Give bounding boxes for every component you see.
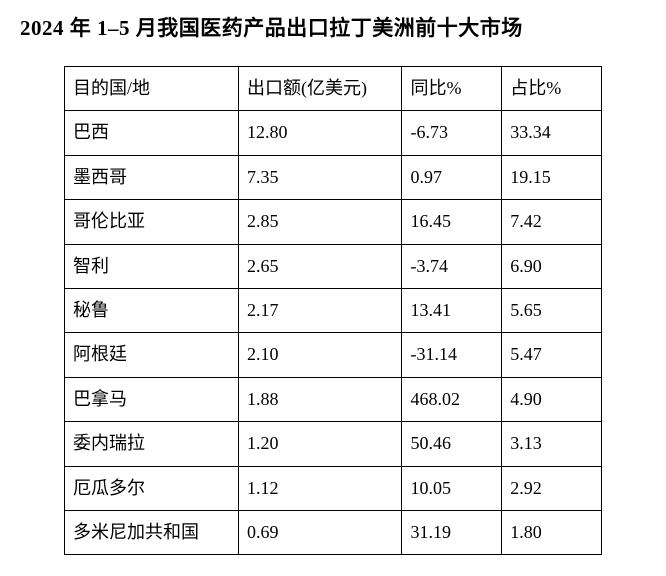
cell-export-value: 12.80 [239,111,402,155]
table-row: 哥伦比亚2.8516.457.42 [65,200,602,244]
cell-share: 4.90 [502,377,602,421]
cell-share: 5.47 [502,333,602,377]
cell-share: 3.13 [502,422,602,466]
cell-share: 19.15 [502,155,602,199]
export-table: 目的国/地 出口额(亿美元) 同比% 占比% 巴西12.80-6.7333.34… [64,66,602,555]
cell-country: 委内瑞拉 [65,422,239,466]
cell-export-value: 2.85 [239,200,402,244]
cell-share: 2.92 [502,466,602,510]
cell-share: 6.90 [502,244,602,288]
cell-share: 1.80 [502,510,602,554]
cell-export-value: 0.69 [239,510,402,554]
table-body: 巴西12.80-6.7333.34墨西哥7.350.9719.15哥伦比亚2.8… [65,111,602,555]
cell-export-value: 1.20 [239,422,402,466]
table-header-row: 目的国/地 出口额(亿美元) 同比% 占比% [65,67,602,111]
cell-country: 巴西 [65,111,239,155]
cell-yoy: -3.74 [402,244,502,288]
cell-share: 7.42 [502,200,602,244]
cell-share: 5.65 [502,288,602,332]
cell-export-value: 2.10 [239,333,402,377]
cell-yoy: -6.73 [402,111,502,155]
table-row: 墨西哥7.350.9719.15 [65,155,602,199]
cell-yoy: 13.41 [402,288,502,332]
cell-yoy: 468.02 [402,377,502,421]
cell-country: 秘鲁 [65,288,239,332]
cell-country: 巴拿马 [65,377,239,421]
table-row: 委内瑞拉1.2050.463.13 [65,422,602,466]
table-row: 智利2.65-3.746.90 [65,244,602,288]
cell-export-value: 7.35 [239,155,402,199]
cell-country: 厄瓜多尔 [65,466,239,510]
header-export-value: 出口额(亿美元) [239,67,402,111]
table-row: 阿根廷2.10-31.145.47 [65,333,602,377]
cell-export-value: 1.12 [239,466,402,510]
cell-country: 阿根廷 [65,333,239,377]
cell-export-value: 1.88 [239,377,402,421]
table-row: 巴西12.80-6.7333.34 [65,111,602,155]
cell-share: 33.34 [502,111,602,155]
header-country: 目的国/地 [65,67,239,111]
table-row: 厄瓜多尔1.1210.052.92 [65,466,602,510]
cell-country: 智利 [65,244,239,288]
cell-yoy: 10.05 [402,466,502,510]
page-title: 2024 年 1–5 月我国医药产品出口拉丁美洲前十大市场 [10,12,656,42]
table-row: 多米尼加共和国0.6931.191.80 [65,510,602,554]
cell-yoy: -31.14 [402,333,502,377]
cell-export-value: 2.65 [239,244,402,288]
cell-export-value: 2.17 [239,288,402,332]
cell-yoy: 16.45 [402,200,502,244]
table-row: 秘鲁2.1713.415.65 [65,288,602,332]
cell-yoy: 31.19 [402,510,502,554]
header-share: 占比% [502,67,602,111]
table-row: 巴拿马1.88468.024.90 [65,377,602,421]
cell-country: 哥伦比亚 [65,200,239,244]
cell-country: 墨西哥 [65,155,239,199]
table-container: 目的国/地 出口额(亿美元) 同比% 占比% 巴西12.80-6.7333.34… [10,66,656,555]
cell-yoy: 0.97 [402,155,502,199]
cell-yoy: 50.46 [402,422,502,466]
cell-country: 多米尼加共和国 [65,510,239,554]
header-yoy: 同比% [402,67,502,111]
